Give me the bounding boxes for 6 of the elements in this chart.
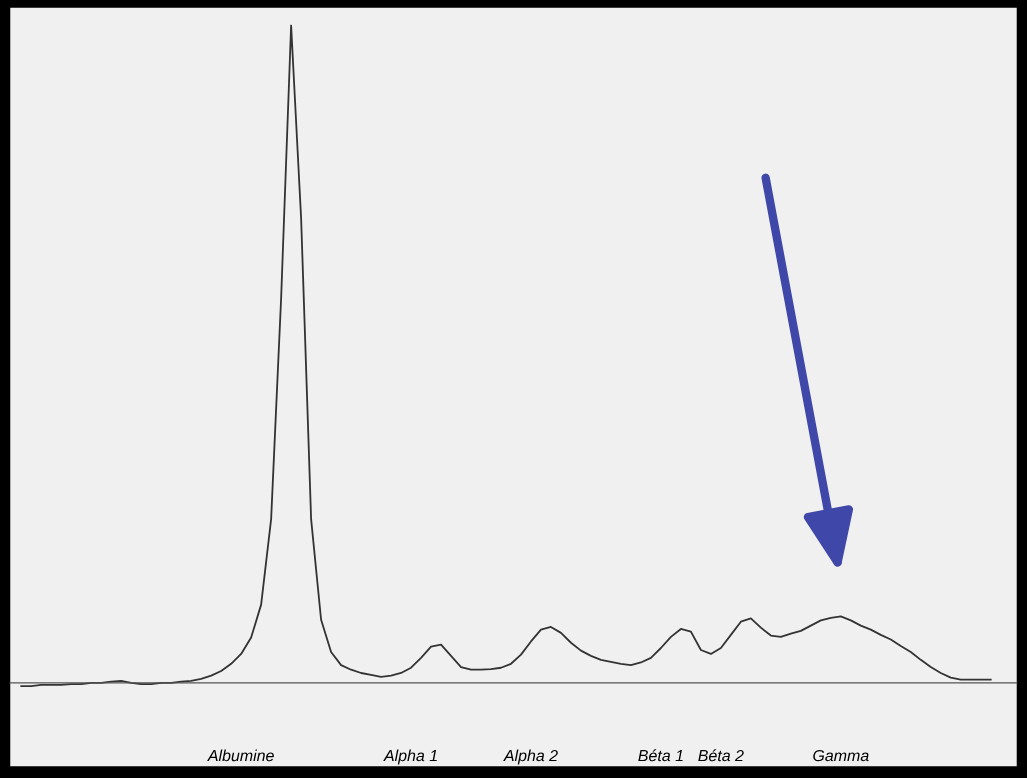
x-tick-label: Albumine (207, 749, 274, 762)
x-tick-label: Béta 2 (698, 749, 744, 762)
x-tick-label: Alpha 1 (383, 749, 437, 765)
x-tick-label: Gamma (813, 749, 869, 762)
x-tick-label: Béta 1 (638, 749, 683, 762)
x-tick-label: Alpha 2 (503, 749, 558, 765)
